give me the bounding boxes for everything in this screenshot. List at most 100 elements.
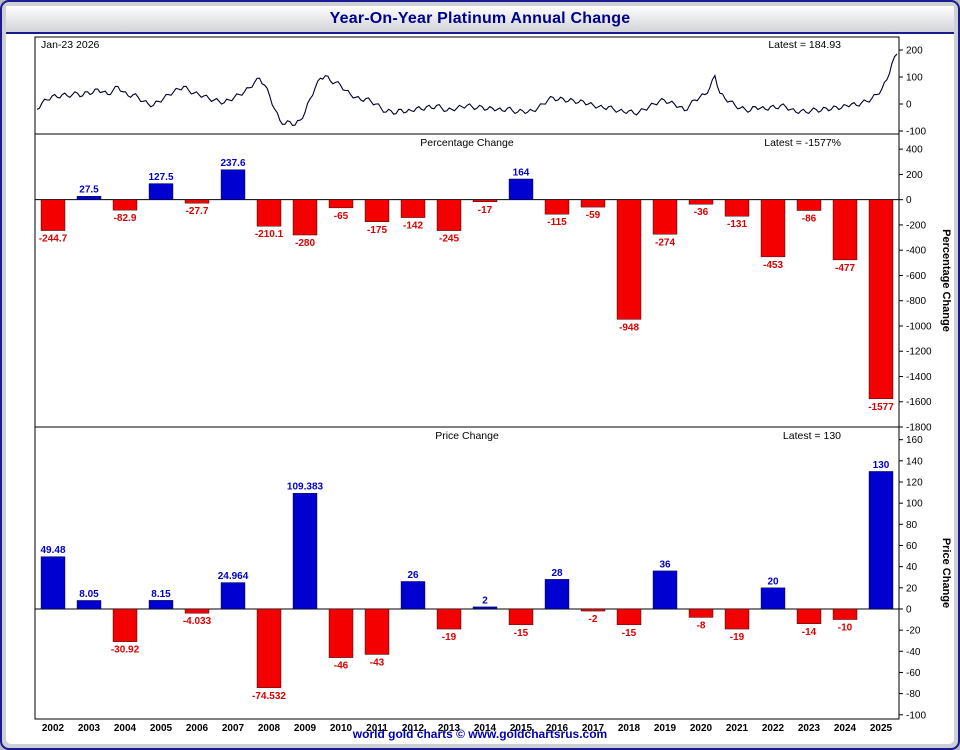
y-tick-label: -1800 <box>906 423 932 434</box>
pct-bar-label: -86 <box>802 214 817 225</box>
bar-2022 <box>760 587 786 610</box>
bar-2021 <box>724 608 750 630</box>
bar-2004 <box>112 608 138 642</box>
bar-2011 <box>364 199 390 222</box>
price-bar-label: 36 <box>659 559 671 570</box>
x-axis-year-label: 2024 <box>834 723 857 734</box>
price-bar-label: 49.48 <box>40 545 65 556</box>
bar-2015 <box>508 178 534 200</box>
bar-2006 <box>184 608 210 614</box>
bar-2020 <box>688 608 714 618</box>
price-bar-label: -15 <box>622 628 637 639</box>
bar-2002 <box>40 556 66 610</box>
y-tick-label: -40 <box>906 647 921 658</box>
bar-2007 <box>220 169 246 200</box>
chart-canvas: Year-On-Year Platinum Annual Change 200 1… <box>6 6 954 744</box>
bar-2016 <box>544 199 570 215</box>
pct-bar-label: -142 <box>403 221 423 232</box>
y-tick-label: 80 <box>906 520 918 531</box>
bar-2019 <box>652 570 678 610</box>
x-axis-year-label: 2004 <box>114 723 137 734</box>
y-axis-title: Price Change <box>940 538 952 608</box>
bar-2024 <box>832 608 858 620</box>
pct-bar-label: -59 <box>586 210 601 221</box>
bar-2023 <box>796 199 822 211</box>
y-tick-label: 160 <box>906 435 923 446</box>
bar-2023 <box>796 608 822 624</box>
pct-bar-label: -453 <box>763 260 783 271</box>
bar-2013 <box>436 199 462 231</box>
price-bar-label: 8.05 <box>79 589 99 600</box>
line-latest-annotation: Latest = 184.93 <box>768 39 841 51</box>
bar-2013 <box>436 608 462 630</box>
price-bar-label: 24.964 <box>218 571 249 582</box>
y-tick-label: -600 <box>906 271 926 282</box>
date-annotation: Jan-23 2026 <box>41 39 100 51</box>
bar-2002 <box>40 199 66 231</box>
pct-bar-label: -65 <box>334 211 349 222</box>
y-tick-label: 140 <box>906 456 923 467</box>
bar-2003 <box>76 600 102 610</box>
footer-credit: world gold charts © www.goldchartsrus.co… <box>352 727 608 741</box>
bar-2024 <box>832 199 858 261</box>
y-tick-label: -200 <box>906 220 926 231</box>
price-bar-label: 130 <box>873 460 890 471</box>
price-bar-label: -2 <box>589 614 598 625</box>
pct-bar-label: -36 <box>694 207 709 218</box>
bar-2008 <box>256 199 282 227</box>
x-axis-year-label: 2022 <box>762 723 785 734</box>
y-tick-label: -800 <box>906 296 926 307</box>
price-bar-label: 26 <box>407 570 419 581</box>
x-axis-year-label: 2013 <box>438 723 461 734</box>
x-axis-year-label: 2014 <box>474 723 497 734</box>
bar-2012 <box>400 199 426 218</box>
x-axis-year-label: 2010 <box>330 723 353 734</box>
price-bar-label: -19 <box>730 632 745 643</box>
price-bar-label: 109.383 <box>287 482 324 493</box>
y-tick-label: 100 <box>906 72 923 83</box>
x-axis-year-label: 2003 <box>78 723 101 734</box>
bar-2009 <box>292 493 318 610</box>
price-bar-label: 20 <box>767 576 779 587</box>
x-axis-year-label: 2023 <box>798 723 821 734</box>
panel-title: Price Change <box>435 430 499 442</box>
pct-bar-label: -948 <box>619 322 639 333</box>
panel-title: Percentage Change <box>420 137 514 149</box>
panel-latest-annotation: Latest = -1577% <box>764 137 841 149</box>
pct-bar-label: -82.9 <box>114 213 137 224</box>
pct-bar-label: 164 <box>513 167 530 178</box>
y-tick-label: 0 <box>906 604 912 615</box>
pct-bar-label: -131 <box>727 219 747 230</box>
charts-svg: 2001000-1004002000-200-400-600-800-1000-… <box>34 36 952 734</box>
x-axis-year-label: 2015 <box>510 723 533 734</box>
bar-2010 <box>328 608 354 658</box>
price-bar-label: -19 <box>442 632 457 643</box>
x-axis-year-label: 2025 <box>870 723 893 734</box>
x-axis-year-label: 2020 <box>690 723 713 734</box>
y-tick-label: -60 <box>906 668 921 679</box>
pct-bar-label: 127.5 <box>148 172 173 183</box>
x-axis-year-label: 2011 <box>366 723 388 734</box>
x-axis-year-label: 2008 <box>258 723 281 734</box>
x-axis-year-label: 2007 <box>222 723 245 734</box>
x-axis-year-label: 2009 <box>294 723 317 734</box>
x-axis-year-label: 2005 <box>150 723 173 734</box>
pct-bar-label: -115 <box>547 217 567 228</box>
pct-bar-label: -175 <box>367 225 387 236</box>
bar-2025 <box>868 471 894 610</box>
pct-bar-label: -274 <box>655 237 675 248</box>
y-tick-label: 200 <box>906 45 923 56</box>
price-bar-label: 28 <box>551 568 563 579</box>
bar-2006 <box>184 199 210 204</box>
y-tick-label: -80 <box>906 689 921 700</box>
line-panel <box>34 36 900 135</box>
y-tick-label: -20 <box>906 626 921 637</box>
y-tick-label: -1000 <box>906 321 932 332</box>
bar-2016 <box>544 579 570 610</box>
x-axis-year-label: 2016 <box>546 723 569 734</box>
bar-2020 <box>688 199 714 205</box>
x-axis-year-label: 2018 <box>618 723 641 734</box>
x-axis-year-label: 2006 <box>186 723 209 734</box>
price-bar-label: -30.92 <box>111 645 140 656</box>
pct-bar-label: 27.5 <box>79 185 99 196</box>
